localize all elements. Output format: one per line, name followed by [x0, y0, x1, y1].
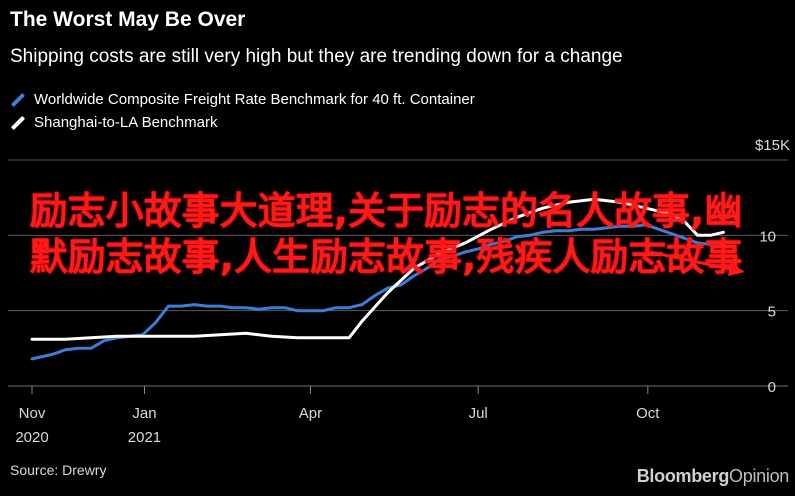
- source-note: Source: Drewry: [10, 462, 107, 478]
- legend-item-composite: Worldwide Composite Freight Rate Benchma…: [10, 88, 475, 111]
- chart-subtitle: Shipping costs are still very high but t…: [10, 46, 623, 67]
- x-axis: Nov 2020 Jan 2021 Apr Jul Oct: [15, 386, 660, 446]
- trend-arrow: [649, 250, 745, 276]
- x-tick-year-2021: 2021: [128, 429, 161, 446]
- chart-title: The Worst May Be Over: [10, 8, 246, 31]
- y-axis-labels: 0 5 10 $15K: [755, 137, 790, 396]
- watermark-overlay-text: 励志小故事大道理,关于励志的名人故事,幽默励志故事,人生励志故事,残疾人励志故事: [29, 189, 743, 279]
- grid-lines: [8, 159, 788, 387]
- legend-label-shanghai-la: Shanghai-to-LA Benchmark: [34, 114, 218, 131]
- x-tick-label-oct: Oct: [636, 405, 660, 422]
- series-line-composite: [30, 223, 725, 361]
- y-tick-label-5: 5: [768, 304, 776, 321]
- legend-item-shanghai-la: Shanghai-to-LA Benchmark: [10, 111, 475, 134]
- arrow-head: [728, 262, 745, 276]
- brand-bold: Bloomberg: [636, 466, 730, 486]
- x-tick-label-apr: Apr: [299, 405, 322, 422]
- brand-logo: BloombergOpinion: [636, 466, 790, 487]
- series-line-shanghai-la: [30, 197, 725, 341]
- brand-thin: Opinion: [729, 466, 789, 486]
- x-tick-label-jan: Jan: [132, 405, 156, 422]
- arrow-shaft: [649, 250, 736, 272]
- y-unit-label: $15K: [755, 137, 790, 154]
- y-tick-label-10: 10: [759, 228, 776, 245]
- x-tick-label-jul: Jul: [469, 405, 488, 422]
- x-tick-year-2020: 2020: [15, 429, 48, 446]
- series-lines: [30, 197, 725, 361]
- chart-legend: Worldwide Composite Freight Rate Benchma…: [10, 88, 475, 134]
- x-tick-label-nov: Nov: [19, 405, 46, 422]
- legend-label-composite: Worldwide Composite Freight Rate Benchma…: [34, 91, 475, 108]
- y-tick-label-0: 0: [768, 379, 776, 396]
